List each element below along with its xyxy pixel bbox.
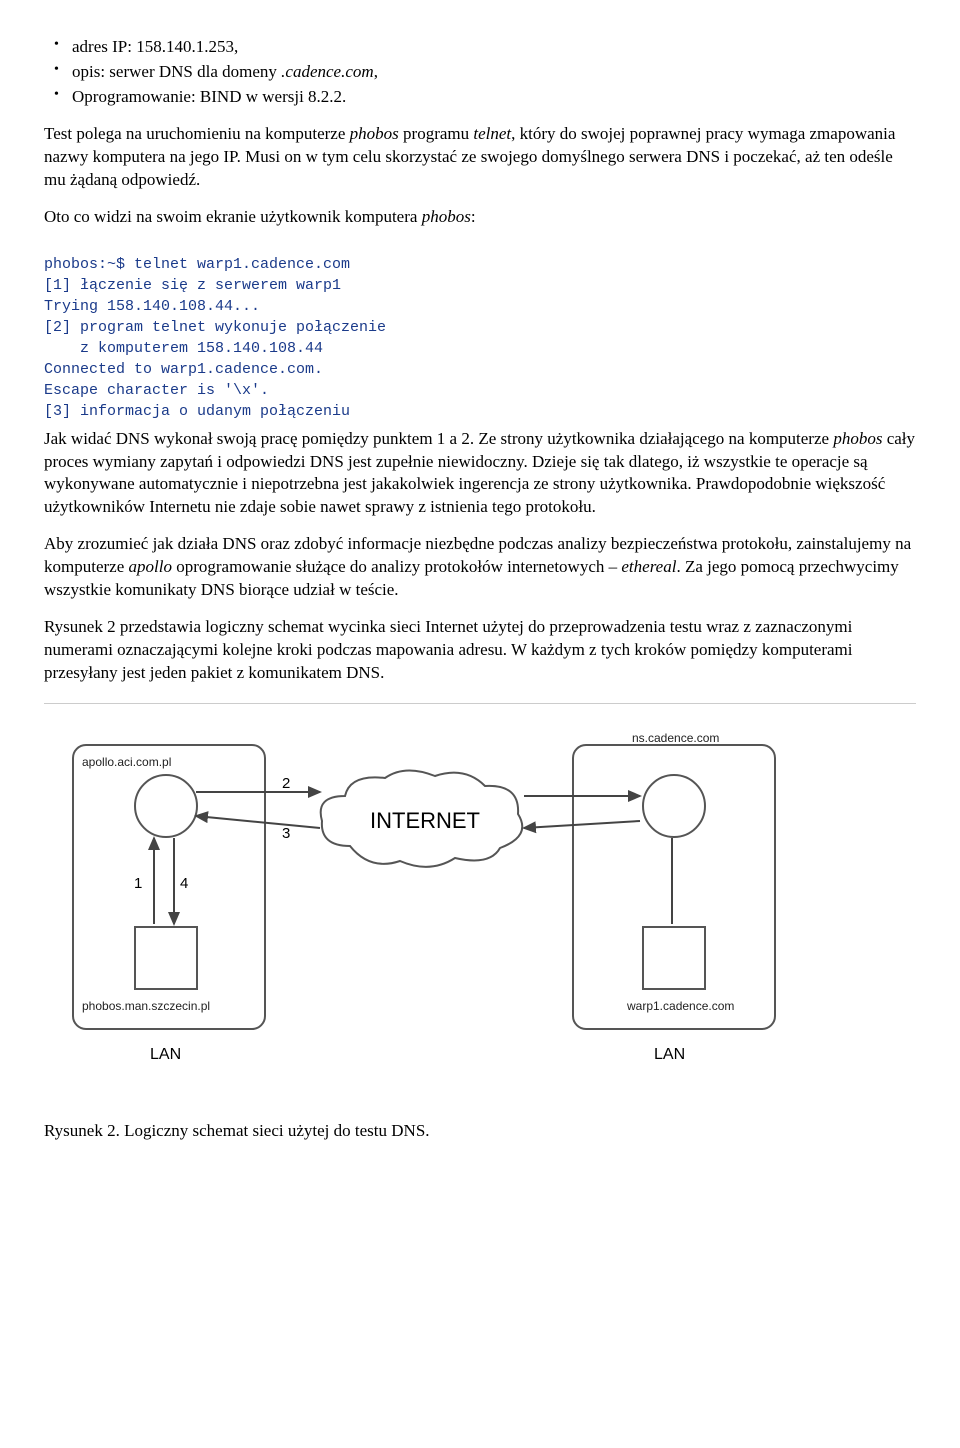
em: apollo: [129, 557, 172, 576]
internet-label: INTERNET: [370, 806, 480, 836]
list-text: Oprogramowanie: BIND w wersji 8.2.2.: [72, 87, 346, 106]
divider: [44, 703, 916, 704]
code-line: Connected to warp1.cadence.com.: [44, 361, 323, 378]
step-2: 2: [282, 774, 290, 794]
step-3: 3: [282, 824, 290, 844]
em: telnet: [473, 124, 511, 143]
step-1: 1: [134, 874, 142, 894]
phobos-label: phobos.man.szczecin.pl: [82, 998, 210, 1014]
text: oprogramowanie służące do analizy protok…: [172, 557, 621, 576]
code-line: phobos:~$ telnet warp1.cadence.com: [44, 256, 350, 273]
text: programu: [399, 124, 474, 143]
lan-left-label: LAN: [150, 1044, 181, 1066]
paragraph: Test polega na uruchomieniu na komputerz…: [44, 123, 916, 192]
domain-em: .cadence.com: [281, 62, 374, 81]
list-text: opis: serwer DNS dla domeny: [72, 62, 281, 81]
paragraph: Aby zrozumieć jak działa DNS oraz zdobyć…: [44, 533, 916, 602]
list-text: adres IP: 158.140.1.253,: [72, 37, 238, 56]
network-diagram: apollo.aci.com.pl phobos.man.szczecin.pl…: [72, 726, 792, 1096]
paragraph: Oto co widzi na swoim ekranie użytkownik…: [44, 206, 916, 229]
code-line: [2] program telnet wykonuje połączenie: [44, 319, 386, 336]
figure-caption: Rysunek 2. Logiczny schemat sieci użytej…: [44, 1120, 916, 1143]
em: phobos: [350, 124, 399, 143]
apollo-node: [134, 774, 198, 838]
em: ethereal: [621, 557, 676, 576]
warp1-node: [642, 926, 706, 990]
code-line: Trying 158.140.108.44...: [44, 298, 260, 315]
list-item: adres IP: 158.140.1.253,: [72, 36, 916, 59]
text: Oto co widzi na swoim ekranie użytkownik…: [44, 207, 422, 226]
code-line: Escape character is '\x'.: [44, 382, 269, 399]
code-line: [3] informacja o udanym połączeniu: [44, 403, 350, 420]
text: Jak widać DNS wykonał swoją pracę pomięd…: [44, 429, 833, 448]
paragraph: Jak widać DNS wykonał swoją pracę pomięd…: [44, 428, 916, 520]
ns-label: ns.cadence.com: [632, 730, 719, 746]
paragraph: Rysunek 2 przedstawia logiczny schemat w…: [44, 616, 916, 685]
lan-right-label: LAN: [654, 1044, 685, 1066]
code-line: [1] łączenie się z serwerem warp1: [44, 277, 341, 294]
info-list: adres IP: 158.140.1.253, opis: serwer DN…: [44, 36, 916, 109]
em: phobos: [833, 429, 882, 448]
text: :: [471, 207, 476, 226]
list-text: ,: [374, 62, 378, 81]
apollo-label: apollo.aci.com.pl: [82, 754, 171, 770]
em: phobos: [422, 207, 471, 226]
phobos-node: [134, 926, 198, 990]
terminal-output: phobos:~$ telnet warp1.cadence.com [1] ł…: [44, 233, 916, 422]
ns-node: [642, 774, 706, 838]
list-item: opis: serwer DNS dla domeny .cadence.com…: [72, 61, 916, 84]
code-line: z komputerem 158.140.108.44: [44, 340, 323, 357]
step-4: 4: [180, 874, 188, 894]
list-item: Oprogramowanie: BIND w wersji 8.2.2.: [72, 86, 916, 109]
text: Test polega na uruchomieniu na komputerz…: [44, 124, 350, 143]
warp1-label: warp1.cadence.com: [627, 998, 734, 1014]
